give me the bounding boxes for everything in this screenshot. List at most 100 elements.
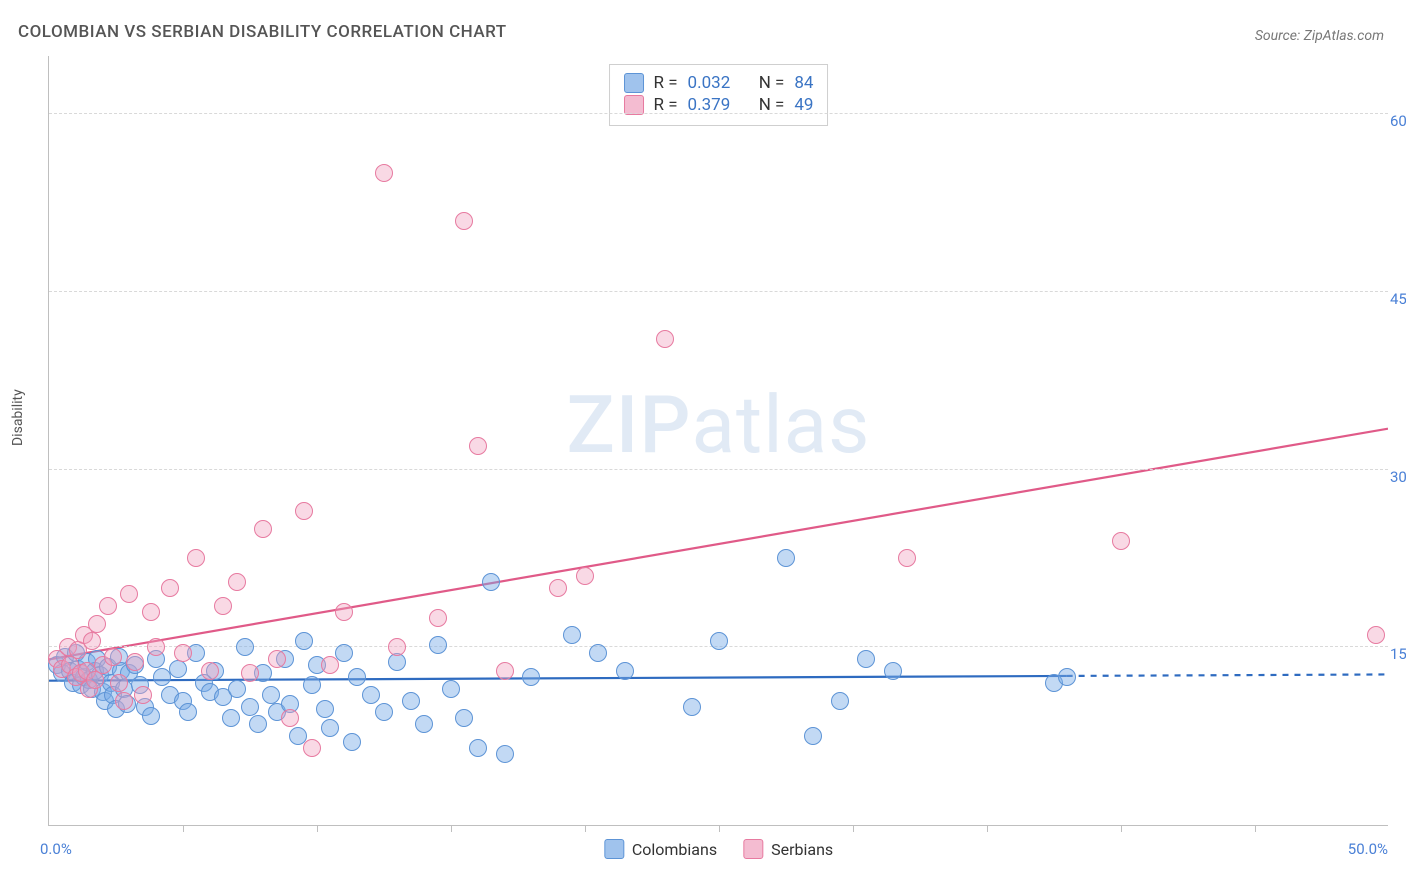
data-point: [616, 662, 634, 680]
gridline: [49, 291, 1388, 292]
x-tick: [1121, 825, 1122, 832]
data-point: [303, 739, 321, 757]
data-point: [777, 549, 795, 567]
legend-label-serbians: Serbians: [771, 840, 833, 859]
gridline: [49, 113, 1388, 114]
data-point: [201, 662, 219, 680]
data-point: [455, 709, 473, 727]
data-point: [254, 520, 272, 538]
trend-line: [49, 429, 1388, 660]
data-point: [115, 692, 133, 710]
data-point: [442, 680, 460, 698]
data-point: [496, 662, 514, 680]
data-point: [134, 686, 152, 704]
data-point: [120, 585, 138, 603]
data-point: [303, 676, 321, 694]
data-point: [429, 636, 447, 654]
data-point: [589, 644, 607, 662]
r-value-serbians: 0.379: [688, 95, 731, 115]
data-point: [321, 719, 339, 737]
gridline: [49, 469, 1388, 470]
data-point: [455, 212, 473, 230]
legend: Colombians Serbians: [604, 839, 833, 859]
x-tick: [451, 825, 452, 832]
data-point: [241, 664, 259, 682]
data-point: [316, 700, 334, 718]
y-axis-label: Disability: [10, 389, 26, 446]
r-label: R =: [654, 73, 678, 93]
data-point: [83, 632, 101, 650]
chart-title: COLOMBIAN VS SERBIAN DISABILITY CORRELAT…: [18, 22, 507, 42]
data-point: [187, 549, 205, 567]
data-point: [884, 662, 902, 680]
data-point: [348, 668, 366, 686]
n-value-colombians: 84: [794, 73, 813, 93]
data-point: [161, 579, 179, 597]
legend-item-colombians: Colombians: [604, 839, 717, 859]
legend-swatch-pink-icon: [743, 839, 763, 859]
data-point: [831, 692, 849, 710]
swatch-serbians-icon: [624, 95, 644, 115]
data-point: [1058, 668, 1076, 686]
data-point: [104, 648, 122, 666]
data-point: [228, 680, 246, 698]
watermark-rest: atlas: [692, 378, 871, 472]
data-point: [268, 650, 286, 668]
stats-row-serbians: R = 0.379 N = 49: [624, 95, 814, 115]
n-label: N =: [759, 95, 785, 115]
data-point: [126, 653, 144, 671]
data-point: [236, 638, 254, 656]
data-point: [228, 573, 246, 591]
data-point: [576, 567, 594, 585]
data-point: [469, 437, 487, 455]
x-tick: [1255, 825, 1256, 832]
x-tick: [719, 825, 720, 832]
data-point: [656, 330, 674, 348]
n-value-serbians: 49: [794, 95, 813, 115]
data-point: [898, 549, 916, 567]
data-point: [710, 632, 728, 650]
watermark-bold: ZIP: [567, 378, 692, 472]
x-tick: [183, 825, 184, 832]
y-tick-label: 60.0%: [1382, 112, 1406, 130]
data-point: [496, 745, 514, 763]
watermark: ZIPatlas: [567, 378, 871, 472]
data-point: [522, 668, 540, 686]
data-point: [335, 603, 353, 621]
trend-line: [1067, 674, 1388, 675]
legend-label-colombians: Colombians: [632, 840, 717, 859]
data-point: [362, 686, 380, 704]
n-label: N =: [759, 73, 785, 93]
data-point: [1367, 626, 1385, 644]
data-point: [153, 668, 171, 686]
r-label: R =: [654, 95, 678, 115]
data-point: [99, 597, 117, 615]
data-point: [375, 164, 393, 182]
data-point: [281, 709, 299, 727]
data-point: [1112, 532, 1130, 550]
data-point: [469, 739, 487, 757]
correlation-stats-box: R = 0.032 N = 84 R = 0.379 N = 49: [609, 64, 829, 126]
data-point: [429, 609, 447, 627]
data-point: [169, 660, 187, 678]
data-point: [214, 597, 232, 615]
data-point: [683, 698, 701, 716]
data-point: [321, 656, 339, 674]
x-tick: [317, 825, 318, 832]
data-point: [88, 615, 106, 633]
data-point: [249, 715, 267, 733]
x-tick: [987, 825, 988, 832]
data-point: [142, 603, 160, 621]
r-value-colombians: 0.032: [688, 73, 731, 93]
data-point: [110, 674, 128, 692]
legend-item-serbians: Serbians: [743, 839, 833, 859]
stats-row-colombians: R = 0.032 N = 84: [624, 73, 814, 93]
x-tick: [585, 825, 586, 832]
data-point: [295, 502, 313, 520]
source-attribution: Source: ZipAtlas.com: [1255, 28, 1384, 44]
data-point: [241, 698, 259, 716]
data-point: [857, 650, 875, 668]
data-point: [402, 692, 420, 710]
data-point: [482, 573, 500, 591]
data-point: [375, 703, 393, 721]
